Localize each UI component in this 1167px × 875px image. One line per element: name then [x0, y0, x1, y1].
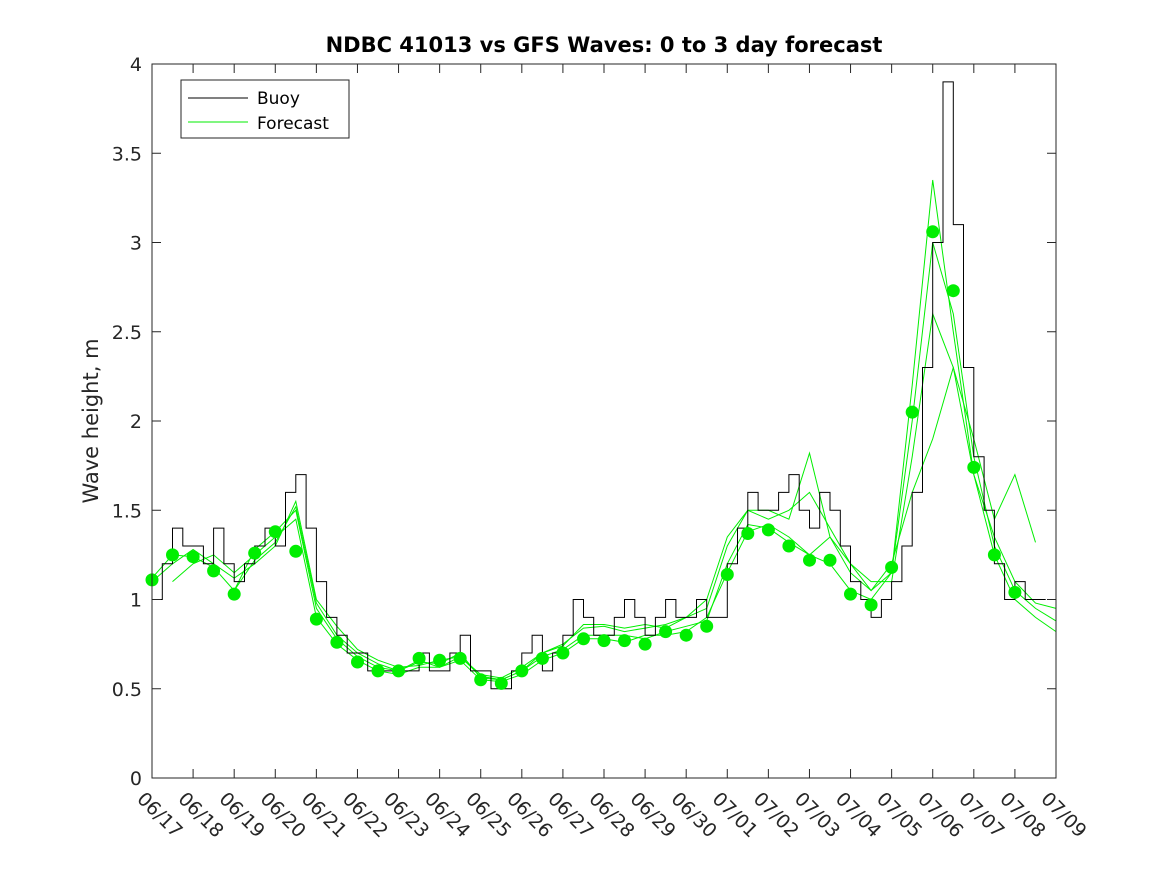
forecast-point — [967, 460, 981, 474]
forecast-point — [227, 587, 241, 601]
forecast-point — [556, 646, 570, 660]
forecast-point — [351, 655, 364, 669]
forecast-point — [494, 676, 508, 690]
y-tick-label: 3 — [130, 233, 142, 255]
forecast-point — [844, 587, 857, 601]
forecast-point — [289, 544, 303, 558]
forecast-point — [207, 564, 221, 578]
forecast-point — [741, 527, 755, 540]
forecast-point — [515, 664, 529, 678]
forecast-point — [309, 612, 323, 626]
y-tick-label: 2 — [130, 411, 142, 433]
forecast-point — [885, 560, 899, 574]
forecast-point — [186, 550, 200, 564]
forecast-point — [700, 619, 714, 633]
forecast-point — [330, 635, 344, 649]
forecast-point — [864, 598, 878, 612]
forecast-point — [392, 664, 405, 678]
forecast-point — [761, 523, 775, 537]
forecast-point — [926, 225, 940, 239]
y-tick-label: 2.5 — [112, 322, 142, 344]
forecast-point — [577, 632, 590, 646]
y-tick-label: 3.5 — [112, 143, 142, 165]
forecast-point — [433, 653, 447, 667]
legend-forecast-label: Forecast — [257, 114, 329, 134]
forecast-point — [474, 673, 488, 687]
forecast-point — [679, 628, 693, 642]
legend-box — [180, 79, 350, 139]
forecast-point — [268, 525, 282, 539]
forecast-point — [1008, 585, 1022, 599]
forecast-point — [905, 405, 919, 419]
y-tick-label: 4 — [130, 54, 142, 76]
forecast-point — [618, 634, 631, 648]
forecast-point — [987, 548, 1001, 562]
y-axis-label: Wave height, m — [79, 338, 103, 503]
forecast-point — [166, 548, 179, 562]
y-tick-label: 1 — [130, 590, 142, 612]
legend-buoy-label: Buoy — [257, 89, 300, 109]
forecast-point — [803, 553, 816, 567]
plot-background — [152, 64, 1056, 778]
forecast-point — [453, 651, 467, 665]
forecast-point — [946, 284, 960, 298]
legend: Buoy Forecast — [180, 79, 350, 139]
y-tick-label: 0.5 — [112, 679, 142, 701]
forecast-point — [248, 546, 262, 560]
forecast-point — [782, 539, 796, 553]
y-tick-label: 1.5 — [112, 500, 142, 522]
forecast-point — [412, 651, 426, 665]
forecast-point — [638, 637, 652, 651]
y-tick-label: 0 — [130, 768, 142, 790]
forecast-point — [659, 625, 673, 639]
forecast-line-2 — [151, 311, 1057, 679]
forecast-point — [535, 651, 549, 665]
buoy-line — [152, 81, 1046, 690]
plot-area: 00.511.522.533.5406/1706/1806/1906/2006/… — [112, 54, 1091, 842]
forecast-point — [371, 664, 385, 678]
forecast-point — [597, 634, 611, 648]
forecast-point — [720, 568, 734, 581]
forecast-point — [823, 553, 837, 567]
chart-title: NDBC 41013 vs GFS Waves: 0 to 3 day fore… — [326, 33, 883, 57]
